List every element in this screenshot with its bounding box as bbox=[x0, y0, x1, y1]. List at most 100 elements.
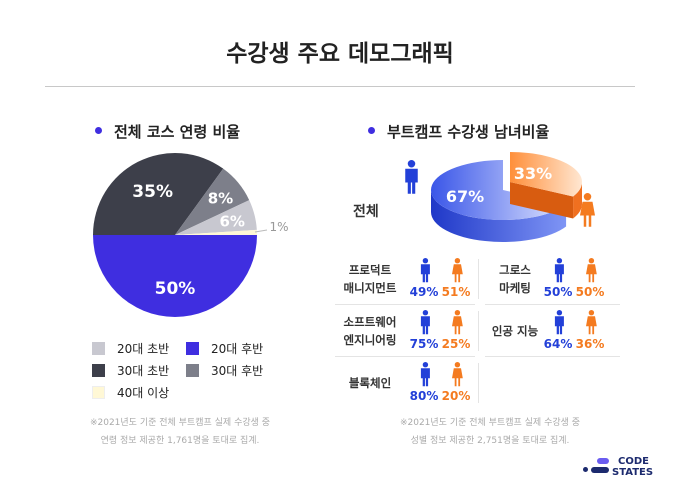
pie-slice bbox=[93, 153, 224, 235]
male-icon-part bbox=[420, 264, 430, 283]
page-title: 수강생 주요 데모그래픽 bbox=[226, 41, 454, 67]
female-percent: 51% bbox=[441, 285, 471, 299]
gender-section-title: 부트캠프 수강생 남녀비율 bbox=[368, 121, 549, 142]
female-slice-top bbox=[510, 152, 582, 197]
female-icon-part bbox=[454, 310, 461, 316]
legend-swatch bbox=[92, 342, 105, 355]
male-icon bbox=[405, 160, 418, 194]
age-pie-chart: 50% 35% 8% 6% 1% bbox=[93, 153, 289, 317]
logo-mark bbox=[591, 467, 609, 473]
grid-divider bbox=[478, 259, 479, 299]
male-icon-part bbox=[554, 264, 564, 283]
note-line: ※2021년도 기준 전체 부트캠프 실제 수강생 중 bbox=[89, 418, 271, 428]
male-icon-part bbox=[422, 362, 429, 368]
course-cell: 블록체인 80% 20% bbox=[335, 359, 475, 409]
female-icon-part bbox=[452, 264, 463, 283]
bullet-icon bbox=[368, 127, 375, 134]
male-icon bbox=[420, 310, 430, 335]
bullet-icon bbox=[95, 127, 102, 134]
pie-slice bbox=[175, 168, 250, 235]
note-line: 연령 정보 제공한 1,761명을 토대로 집계. bbox=[100, 436, 260, 446]
slice-label: 1% bbox=[269, 220, 288, 234]
gender-icons bbox=[420, 258, 463, 283]
female-icon-part bbox=[586, 316, 597, 335]
legend-swatch bbox=[92, 364, 105, 377]
female-percent: 50% bbox=[575, 285, 605, 299]
gender-icons bbox=[420, 362, 463, 387]
male-percent: 64% bbox=[543, 337, 573, 351]
overall-label: 전체 bbox=[353, 204, 379, 220]
legend-label: 30대 후반 bbox=[211, 364, 264, 378]
legend-item: 20대 초반 bbox=[92, 340, 192, 357]
legend-label: 40대 이상 bbox=[117, 386, 170, 400]
female-icon bbox=[586, 258, 597, 283]
course-name-line: 프로덕트 bbox=[348, 263, 392, 277]
male-icon bbox=[420, 258, 430, 283]
female-icon bbox=[580, 193, 595, 227]
female-percent: 36% bbox=[575, 337, 605, 351]
female-icon bbox=[452, 310, 463, 335]
legend-label: 20대 초반 bbox=[117, 342, 170, 356]
female-icon-part bbox=[580, 201, 595, 227]
course-name: 블록체인 bbox=[335, 374, 405, 392]
female-icon-part bbox=[583, 193, 592, 201]
female-icon-part bbox=[454, 258, 461, 264]
male-icon-part bbox=[420, 368, 430, 387]
slice-label: 6% bbox=[219, 212, 244, 230]
female-icon-part bbox=[588, 310, 595, 316]
gender-title-text: 부트캠프 수강생 남녀비율 bbox=[387, 123, 550, 141]
gender-icons bbox=[554, 258, 597, 283]
female-icon bbox=[452, 362, 463, 387]
female-icon-part bbox=[586, 264, 597, 283]
age-section-title: 전체 코스 연령 비율 bbox=[95, 121, 240, 142]
male-icon bbox=[420, 362, 430, 387]
age-footnote: ※2021년도 기준 전체 부트캠프 실제 수강생 중 연령 정보 제공한 1,… bbox=[60, 414, 300, 450]
legend-swatch bbox=[186, 342, 199, 355]
male-icon-part bbox=[556, 258, 563, 264]
course-name-line: 인공 지능 bbox=[491, 324, 539, 338]
pie-slice bbox=[175, 200, 257, 235]
age-title-text: 전체 코스 연령 비율 bbox=[114, 123, 241, 141]
male-percent: 75% bbox=[409, 337, 439, 351]
female-icon-part bbox=[454, 362, 461, 368]
female-percent: 25% bbox=[441, 337, 471, 351]
female-icon bbox=[452, 258, 463, 283]
legend-item: 40대 이상 bbox=[92, 384, 192, 401]
legend-label: 30대 초반 bbox=[117, 364, 170, 378]
course-cell: 프로덕트 매니지먼트 49% 51% bbox=[335, 255, 475, 305]
course-name-line: 엔지니어링 bbox=[343, 333, 397, 347]
divider bbox=[45, 86, 635, 87]
female-icon bbox=[586, 310, 597, 335]
female-slice-cut bbox=[510, 182, 574, 219]
course-name-line: 소프트웨어 bbox=[343, 315, 397, 329]
legend-label: 20대 후반 bbox=[211, 342, 264, 356]
male-icon bbox=[554, 310, 564, 335]
male-icon-part bbox=[407, 160, 416, 168]
course-cell: 인공 지능 64% 36% bbox=[485, 307, 625, 357]
slice-label: 35% bbox=[132, 182, 173, 202]
logo-text: CODE bbox=[618, 456, 649, 467]
course-name-line: 그로스 bbox=[499, 263, 531, 277]
male-icon-part bbox=[420, 316, 430, 335]
pie-slice bbox=[93, 235, 257, 317]
male-percent: 50% bbox=[543, 285, 573, 299]
note-line: ※2021년도 기준 전체 부트캠프 실제 수강생 중 bbox=[399, 418, 581, 428]
male-icon-part bbox=[554, 316, 564, 335]
female-percent: 20% bbox=[441, 389, 471, 403]
male-percent: 80% bbox=[409, 389, 439, 403]
course-name: 프로덕트 매니지먼트 bbox=[335, 261, 405, 297]
legend-item: 30대 초반 bbox=[92, 362, 192, 379]
gender-icons bbox=[554, 310, 597, 335]
male-slice-side bbox=[431, 190, 567, 242]
gender-icons bbox=[420, 310, 463, 335]
male-icon-part bbox=[556, 310, 563, 316]
grid-divider bbox=[478, 363, 479, 403]
course-name-line: 마케팅 bbox=[499, 281, 531, 295]
female-icon-part bbox=[452, 368, 463, 387]
slice-label: 50% bbox=[155, 279, 196, 299]
legend-swatch bbox=[92, 386, 105, 399]
